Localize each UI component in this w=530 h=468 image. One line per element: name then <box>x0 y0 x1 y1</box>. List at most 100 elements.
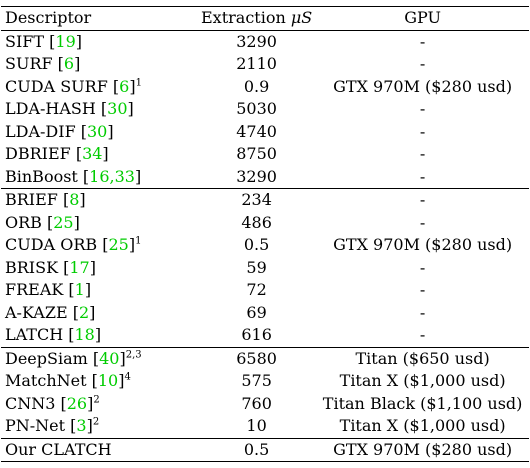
table-row: Our CLATCH 0.5 GTX 970M ($280 usd) <box>1 437 529 462</box>
descriptor-name: LATCH <box>5 325 64 345</box>
header-extraction: Extraction μS <box>197 7 316 31</box>
table-row: CNN3 [26]2 760 Titan Black ($1,100 usd) <box>1 393 529 416</box>
table-row: DeepSiam [40]2,3 6580 Titan ($650 usd) <box>1 346 529 370</box>
descriptor-name: PN-Net <box>5 416 66 436</box>
table-body: SIFT [19] 3290- SURF [6] 2110- CUDA SURF [6]… <box>1 30 529 462</box>
descriptor-cell: PN-Net [3]2 <box>5 416 100 436</box>
descriptor-cell: MatchNet [10]4 <box>5 371 131 391</box>
table-row: A-KAZE [2] 69 - <box>1 302 529 325</box>
gpu-cell: - <box>419 121 426 141</box>
citation-link[interactable]: 16,33 <box>89 166 135 186</box>
extraction-time-cell: 6580 <box>197 346 317 370</box>
gpu-cell: - <box>419 212 426 232</box>
descriptor-cell: LATCH [18] <box>5 325 102 345</box>
footnote-mark: 1 <box>135 77 142 89</box>
extraction-time-cell: 760 <box>241 393 272 413</box>
gpu-cell: - <box>419 257 426 277</box>
table-row: CUDA SURF [6]1 0.9 GTX 970M ($280 usd) <box>1 76 529 99</box>
descriptor-name: DBRIEF <box>5 144 71 164</box>
gpu-cell: - <box>419 280 426 300</box>
table-row: SIFT [19] 3290 - <box>1 30 529 53</box>
footnote-mark: 2,3 <box>125 349 142 361</box>
descriptor-name: BRIEF <box>5 190 58 210</box>
table-row: LATCH [18] 616 - <box>1 324 529 347</box>
citation-link[interactable]: 19 <box>55 31 76 51</box>
descriptor-name: LDA-DIF <box>5 121 76 141</box>
gpu-cell: - <box>419 302 426 322</box>
footnote-mark: 2 <box>92 416 100 428</box>
descriptor-cell: LDA-HASH [30] <box>5 99 134 119</box>
descriptor-cell: BRIEF [8] <box>1 188 197 212</box>
citation-link[interactable]: 18 <box>74 325 95 345</box>
descriptor-cell: CUDA ORB [25]1 <box>5 235 142 255</box>
gpu-cell: GTX 970M ($280 usd) <box>316 437 529 462</box>
gpu-cell: GTX 970M ($280 usd) <box>333 76 513 96</box>
table-row: LDA-DIF [30] 4740 - <box>1 121 529 144</box>
citation-link[interactable]: 26 <box>66 393 88 413</box>
table-row: PN-Net [3]2 10 Titan X ($1,000 usd) <box>1 415 529 438</box>
table-row: BRIEF [8] 234- <box>1 188 529 212</box>
descriptor-cell: BRISK [17] <box>5 257 96 277</box>
descriptor-name: CUDA ORB <box>5 235 98 255</box>
descriptor-cell: CUDA SURF [6]1 <box>5 76 142 96</box>
citation-link[interactable]: 6 <box>63 54 75 74</box>
table-row: BRISK [17] 59 - <box>1 257 529 280</box>
descriptor-name: CNN3 <box>5 393 56 413</box>
descriptor-name: ORB <box>5 212 42 232</box>
extraction-time-cell: 616 <box>241 325 272 345</box>
descriptor-name: DeepSiam <box>5 348 88 368</box>
descriptor-cell: CNN3 [26]2 <box>5 393 100 413</box>
citation-link[interactable]: 25 <box>108 235 129 255</box>
table-row: SURF [6] 2110 - <box>1 53 529 76</box>
extraction-time-cell: 59 <box>246 257 267 277</box>
extraction-time-cell: 8750 <box>236 144 277 164</box>
table-row: MatchNet [10]4 575 Titan X ($1,000 usd) <box>1 370 529 393</box>
gpu-cell: - <box>419 54 426 74</box>
citation-link[interactable]: 6 <box>119 76 130 96</box>
descriptor-name: SIFT <box>5 31 45 51</box>
citation-link[interactable]: 1 <box>74 280 85 300</box>
footnote-mark: 2 <box>93 394 100 406</box>
citation-link[interactable]: 25 <box>53 212 74 232</box>
table-row: DBRIEF [34] 8750 - <box>1 143 529 166</box>
extraction-time-cell: 4740 <box>236 121 277 141</box>
header-extraction-unit: μS <box>290 8 313 28</box>
descriptor-cell: SIFT [19] <box>5 31 82 51</box>
extraction-time-cell: 575 <box>241 371 272 391</box>
gpu-cell: Titan Black ($1,100 usd) <box>322 393 523 413</box>
citation-link[interactable]: 17 <box>69 257 90 277</box>
gpu-cell: Titan ($650 usd) <box>316 346 529 370</box>
extraction-time-cell: 72 <box>246 280 267 300</box>
descriptor-cell: LDA-DIF [30] <box>5 121 114 141</box>
citation-link[interactable]: 2 <box>78 302 90 322</box>
descriptor-name: Our CLATCH <box>5 439 112 459</box>
descriptor-name: FREAK <box>5 280 64 300</box>
citation-link[interactable]: 30 <box>87 121 108 141</box>
citation-link[interactable]: 40 <box>99 348 120 368</box>
extraction-time-cell: 10 <box>246 416 267 436</box>
table-header-row: Descriptor Extraction μS GPU <box>1 6 529 31</box>
extraction-time-cell: 69 <box>246 302 267 322</box>
table-row: BinBoost [16,33] 3290 - <box>1 166 529 189</box>
gpu-cell: - <box>419 325 426 345</box>
header-extraction-label: Extraction <box>201 8 291 28</box>
descriptor-cell: SURF [6] <box>5 54 81 74</box>
citation-link[interactable]: 10 <box>97 371 119 391</box>
descriptor-cell: DeepSiam [40]2,3 <box>1 346 197 370</box>
extraction-time-cell: 0.9 <box>243 76 270 96</box>
citation-link[interactable]: 3 <box>76 416 87 436</box>
citation-link[interactable]: 30 <box>107 99 128 119</box>
table-row: CUDA ORB [25]1 0.5 GTX 970M ($280 usd) <box>1 234 529 257</box>
citation-link[interactable]: 34 <box>82 144 103 164</box>
extraction-time-cell: 0.5 <box>243 235 270 255</box>
extraction-time-cell: 0.5 <box>197 437 317 462</box>
footnote-mark: 4 <box>124 371 131 383</box>
descriptor-cell: FREAK [1] <box>5 280 92 300</box>
gpu-cell: - <box>419 144 426 164</box>
citation-link[interactable]: 8 <box>69 190 80 210</box>
descriptor-name: LDA-HASH <box>5 99 96 119</box>
descriptor-name: SURF <box>5 54 53 74</box>
descriptor-cell: Our CLATCH <box>1 437 197 462</box>
gpu-cell: GTX 970M ($280 usd) <box>333 235 513 255</box>
